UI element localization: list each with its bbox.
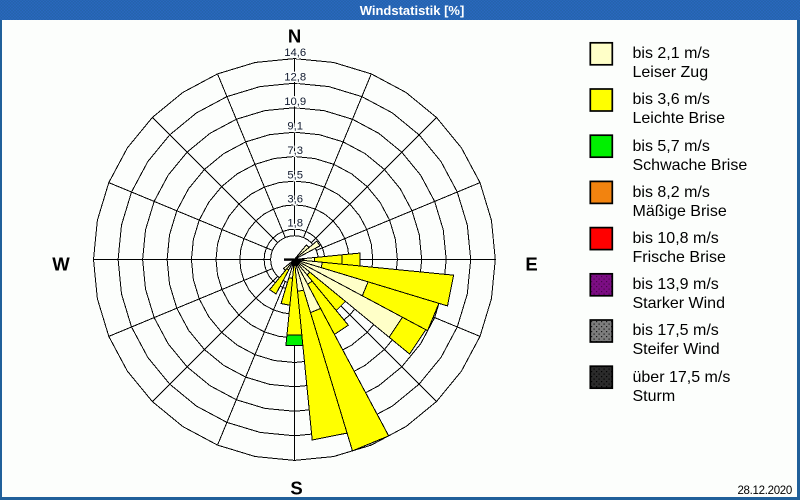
- svg-text:S: S: [290, 477, 302, 498]
- svg-text:3,6: 3,6: [287, 193, 303, 205]
- svg-text:7,3: 7,3: [287, 145, 303, 157]
- svg-text:5,5: 5,5: [287, 170, 303, 182]
- svg-text:10,9: 10,9: [284, 96, 306, 108]
- svg-text:N: N: [288, 25, 301, 46]
- svg-text:W: W: [52, 253, 70, 274]
- svg-text:12,8: 12,8: [284, 72, 306, 84]
- svg-text:E: E: [525, 253, 537, 274]
- svg-text:9,1: 9,1: [287, 121, 303, 133]
- svg-text:14,6: 14,6: [284, 47, 306, 59]
- svg-text:1,8: 1,8: [287, 218, 303, 230]
